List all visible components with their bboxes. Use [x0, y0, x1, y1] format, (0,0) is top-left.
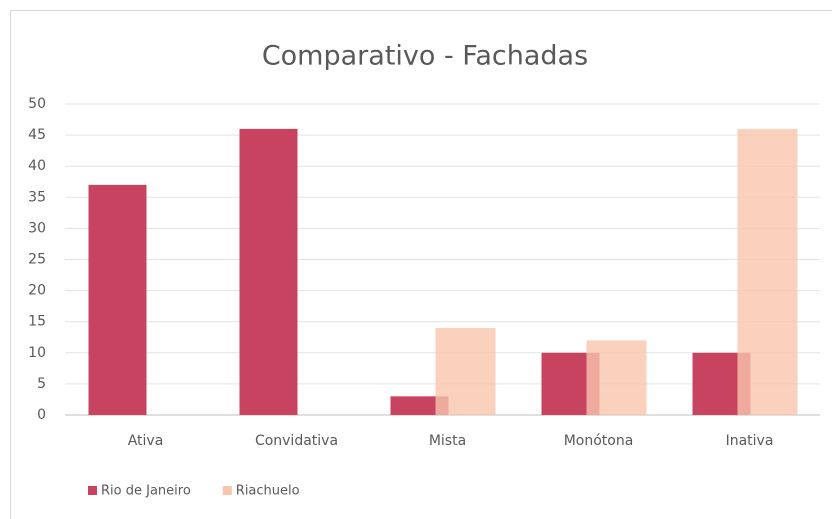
- bar: [390, 396, 449, 415]
- bar: [239, 128, 298, 415]
- x-tick-label: Convidativa: [255, 433, 338, 449]
- chart-border: [10, 10, 832, 519]
- y-tick-label: 20: [28, 283, 46, 299]
- x-tick-label: Ativa: [128, 433, 164, 449]
- y-tick-label: 40: [28, 158, 46, 174]
- y-tick-label: 35: [28, 189, 46, 205]
- y-tick-label: 25: [28, 252, 46, 268]
- y-tick-label: 15: [28, 314, 46, 330]
- y-tick-label: 0: [37, 407, 46, 423]
- x-tick-label: Inativa: [726, 433, 774, 449]
- y-tick-label: 50: [28, 96, 46, 112]
- chart-title: Comparativo - Fachadas: [262, 41, 588, 72]
- bar: [737, 128, 798, 415]
- x-tick-label: Mista: [429, 433, 466, 449]
- y-tick-label: 5: [37, 376, 46, 392]
- bar: [435, 327, 496, 415]
- y-tick-label: 45: [28, 127, 46, 143]
- legend-swatch: [88, 486, 97, 495]
- legend-label: Riachuelo: [236, 484, 300, 499]
- bar: [586, 340, 647, 415]
- bar: [88, 184, 147, 415]
- y-tick-label: 30: [28, 220, 46, 236]
- x-tick-label: Monótona: [564, 433, 634, 449]
- y-tick-label: 10: [28, 345, 46, 361]
- legend-swatch: [222, 486, 232, 495]
- legend-label: Rio de Janeiro: [101, 484, 191, 499]
